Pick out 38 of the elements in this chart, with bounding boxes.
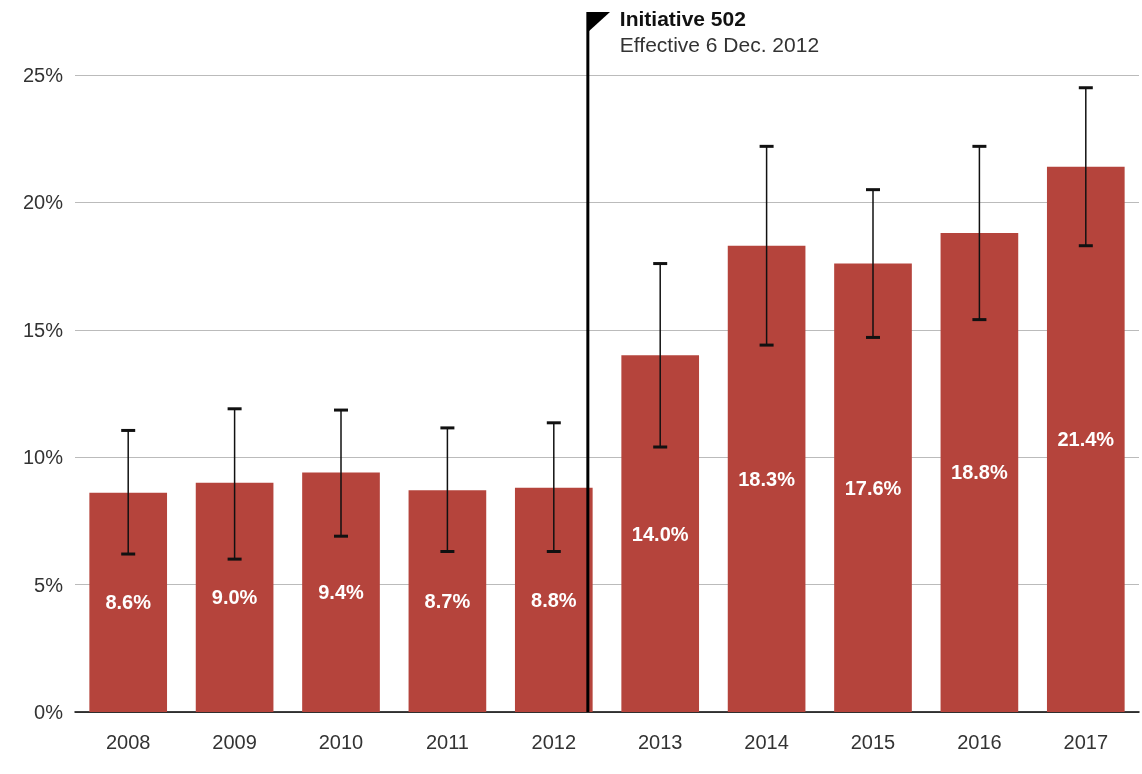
y-tick-label: 0%	[34, 701, 64, 723]
x-tick-label: 2008	[105, 731, 151, 753]
y-tick-label: 10%	[22, 446, 64, 469]
data-label: 8.8%	[531, 588, 577, 611]
data-label: 21.4%	[1057, 428, 1115, 451]
x-tick-label: 2010	[318, 731, 364, 753]
bar	[408, 490, 487, 712]
data-label: 18.8%	[951, 461, 1008, 484]
x-tick-label: 2012	[531, 731, 577, 753]
x-tick-label: 2016	[957, 731, 1002, 753]
bar	[1046, 166, 1125, 712]
data-label: 14.0%	[631, 522, 689, 545]
data-label: 18.3%	[738, 467, 796, 490]
bar	[940, 232, 1019, 712]
y-tick-label: 5%	[34, 573, 64, 596]
x-tick-label: 2015	[850, 731, 896, 753]
data-label: 9.0%	[211, 586, 258, 609]
data-label: 8.6%	[105, 591, 152, 614]
ref-line-label: Initiative 502	[619, 7, 746, 30]
bar	[621, 355, 700, 712]
text: Effective 6 Dec. 2012	[619, 33, 820, 56]
bar	[89, 492, 168, 712]
y-tick-label: 20%	[22, 191, 64, 214]
x-tick-label: 2013	[637, 731, 683, 753]
x-tick-label: 2011	[425, 731, 469, 753]
bar	[302, 472, 380, 712]
bar	[727, 245, 806, 712]
x-tick-label: 2017	[1063, 731, 1109, 753]
data-label: 8.7%	[424, 590, 471, 613]
bar	[514, 487, 593, 712]
bar	[834, 263, 912, 712]
y-tick-label: 25%	[22, 64, 64, 86]
x-tick-label: 2014	[744, 731, 789, 753]
data-label: 17.6%	[844, 476, 902, 499]
y-tick-label: 15%	[22, 318, 64, 341]
bar	[195, 482, 274, 712]
data-label: 9.4%	[318, 581, 365, 604]
x-tick-label: 2009	[212, 731, 257, 753]
